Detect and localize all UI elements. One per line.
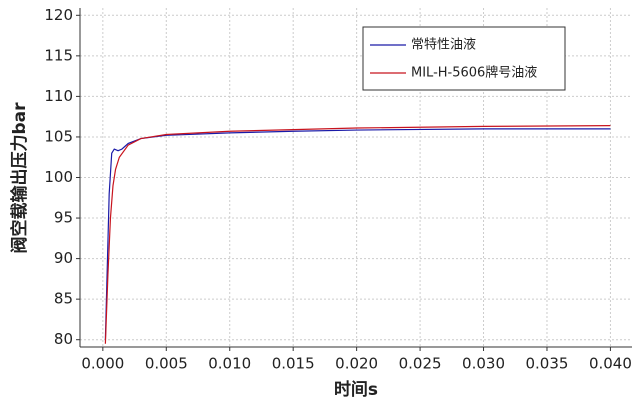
y-tick-label: 95	[54, 209, 73, 227]
series-line	[104, 124, 611, 344]
x-tick-label: 0.005	[145, 355, 188, 373]
y-axis-label: 阀空载输出压力bar	[9, 102, 30, 254]
x-tick-label: 0.010	[208, 355, 251, 373]
x-tick-label: 0.035	[526, 355, 569, 373]
x-tick-label: 0.020	[335, 355, 378, 373]
legend-label: 常特性油液	[411, 38, 476, 53]
legend-label: MIL-H-5606牌号油液	[411, 65, 537, 81]
x-axis-label: 时间s	[334, 379, 378, 400]
y-tick-label: 90	[54, 249, 73, 267]
y-tick-label: 85	[54, 290, 73, 308]
x-tick-label: 0.040	[589, 355, 632, 373]
legend-box	[362, 26, 566, 91]
y-tick-label: 110	[44, 87, 73, 105]
y-tick-label: 115	[44, 46, 73, 64]
x-tick-label: 0.025	[399, 355, 442, 373]
x-tick-label: 0.000	[81, 355, 124, 373]
x-tick-label: 0.030	[462, 355, 505, 373]
series-line	[104, 128, 611, 340]
x-tick-label: 0.015	[272, 355, 315, 373]
y-tick-label: 120	[44, 6, 73, 24]
y-tick-label: 80	[54, 330, 73, 348]
y-tick-label: 100	[44, 168, 73, 186]
y-tick-label: 105	[44, 127, 73, 145]
